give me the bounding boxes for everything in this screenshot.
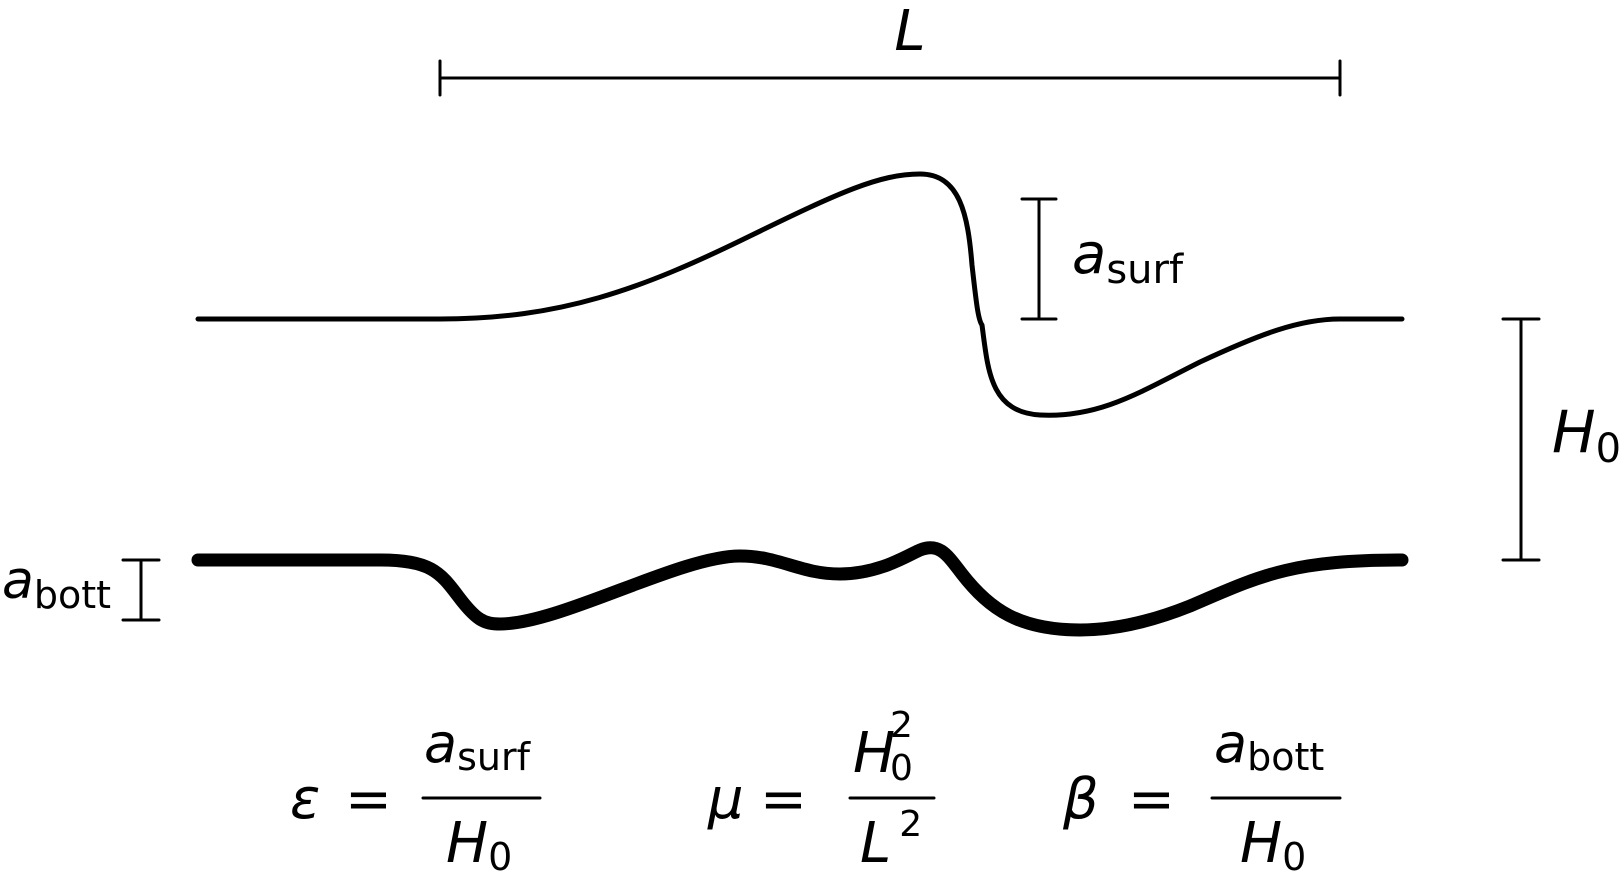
- depth-dimension: H0: [1501, 317, 1621, 562]
- epsilon-numerator: asurf: [424, 712, 532, 779]
- beta-formula: β = abott H0: [1062, 712, 1342, 873]
- epsilon-formula: ε = asurf H0: [290, 712, 542, 873]
- bott-label: abott: [2, 551, 111, 617]
- epsilon-symbol: ε: [290, 767, 320, 832]
- surface-amplitude-dimension: asurf: [1020, 197, 1184, 321]
- epsilon-denominator: H0: [446, 811, 512, 873]
- mu-numerator-superscript: 2: [890, 705, 913, 746]
- mu-numerator: H: [853, 721, 895, 786]
- beta-symbol: β: [1062, 767, 1099, 832]
- beta-equals: =: [1128, 767, 1175, 832]
- bottom-topography-curve: [191, 541, 1409, 637]
- free-surface-curve: [195, 171, 1405, 418]
- length-label: L: [894, 0, 925, 64]
- epsilon-equals: =: [345, 767, 392, 832]
- mu-equals: =: [760, 767, 807, 832]
- depth-label: H0: [1552, 398, 1621, 472]
- surf-label: asurf: [1072, 222, 1184, 293]
- bottom-amplitude-dimension: abott: [2, 551, 161, 622]
- beta-numerator: abott: [1214, 712, 1324, 779]
- mu-numerator-subscript: 0: [890, 748, 913, 789]
- length-dimension: L: [438, 0, 1342, 97]
- mu-symbol: μ: [707, 767, 744, 832]
- beta-denominator: H0: [1240, 811, 1306, 873]
